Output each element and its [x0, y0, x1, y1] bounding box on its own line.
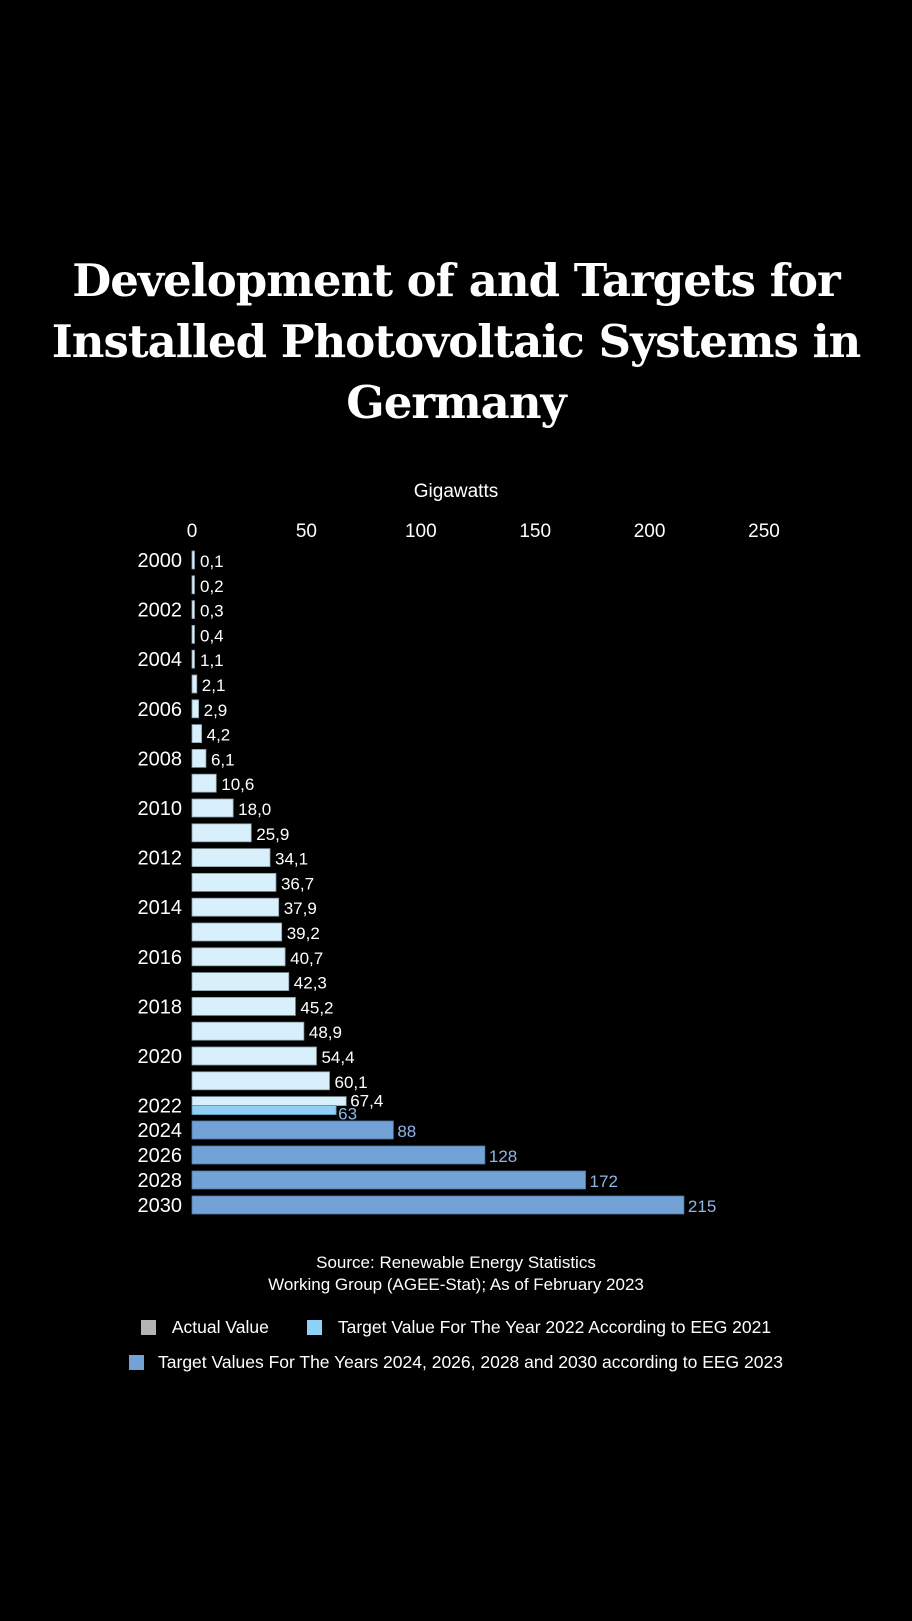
bar-actual	[191, 749, 207, 768]
data-label: 25,9	[256, 825, 289, 844]
legend-swatch-target-2022	[306, 1320, 322, 1335]
data-label: 39,2	[287, 924, 320, 943]
y-tick-label: 2028	[138, 1170, 183, 1192]
y-tick-label: 2004	[138, 649, 183, 671]
y-tick-label: 2000	[138, 550, 183, 572]
y-tick-label: 2018	[138, 996, 183, 1018]
x-tick-label: 50	[296, 521, 317, 542]
y-tick-label: 2030	[138, 1195, 183, 1217]
data-label: 1,1	[200, 651, 224, 670]
data-label: 48,9	[309, 1023, 342, 1042]
data-label: 63	[338, 1105, 357, 1124]
legend-swatch-targets-2030	[129, 1355, 145, 1370]
source-note: Source: Renewable Energy Statistics Work…	[0, 1252, 912, 1296]
y-tick-label: 2006	[138, 699, 183, 721]
source-line-2: Working Group (AGEE-Stat); As of Februar…	[268, 1275, 644, 1294]
bar-actual	[191, 972, 290, 991]
legend-row-1: Actual Value Target Value For The Year 2…	[0, 1317, 912, 1338]
legend-item-target-2022: Target Value For The Year 2022 According…	[306, 1317, 772, 1338]
y-tick-label: 2020	[138, 1046, 183, 1068]
bar-actual	[191, 1071, 330, 1091]
bar-actual	[191, 823, 252, 843]
bar-target	[191, 1170, 586, 1190]
x-tick-label: 250	[748, 521, 780, 542]
bar-actual	[191, 873, 277, 892]
x-tick-label: 150	[519, 521, 551, 542]
data-label: 172	[590, 1172, 618, 1191]
data-label: 34,1	[275, 850, 308, 869]
bar-target	[191, 1120, 394, 1140]
data-label: 0,4	[200, 626, 224, 645]
y-tick-label: 2026	[138, 1145, 183, 1167]
data-label: 0,1	[200, 552, 224, 571]
data-label: 60,1	[335, 1073, 368, 1092]
data-label: 45,2	[300, 998, 333, 1017]
y-tick-label: 2008	[138, 748, 183, 770]
data-label: 2,9	[204, 701, 228, 720]
bar-actual	[191, 848, 271, 867]
data-label: 40,7	[290, 949, 323, 968]
y-tick-label: 2002	[138, 600, 183, 622]
data-label: 0,3	[200, 602, 224, 621]
data-label: 42,3	[294, 974, 327, 993]
y-tick-label: 2012	[138, 848, 183, 870]
legend-item-actual: Actual Value	[140, 1317, 269, 1338]
data-label: 2,1	[202, 676, 226, 695]
x-axis-label: Gigawatts	[414, 481, 498, 502]
bar-actual	[191, 674, 198, 694]
bar-actual	[191, 600, 195, 619]
bar-actual	[191, 625, 195, 644]
x-tick-label: 200	[634, 521, 666, 542]
data-label: 36,7	[281, 874, 314, 893]
x-tick-label: 100	[405, 521, 437, 542]
data-label: 6,1	[211, 750, 235, 769]
bar-actual	[191, 897, 280, 917]
bar-actual	[191, 649, 195, 669]
bar-actual	[191, 1021, 305, 1041]
bar-actual	[191, 773, 217, 793]
bar-target	[191, 1195, 685, 1215]
legend-label: Target Value For The Year 2022 According…	[337, 1317, 772, 1337]
data-label: 10,6	[221, 775, 254, 794]
y-tick-label: 2010	[138, 798, 183, 820]
chart-title: Development of and Targets for Installed…	[51, 254, 862, 429]
bar-actual	[191, 1096, 347, 1106]
x-tick-label: 0	[187, 521, 198, 542]
bar-actual	[191, 575, 195, 595]
data-label: 0,2	[200, 577, 224, 596]
bar-actual	[191, 947, 286, 967]
bar-actual	[191, 699, 200, 719]
bar-actual	[191, 798, 234, 818]
y-tick-label: 2022	[138, 1096, 183, 1118]
legend-row-2: Target Values For The Years 2024, 2026, …	[0, 1352, 912, 1373]
data-label: 54,4	[321, 1048, 354, 1067]
data-label: 88	[397, 1122, 416, 1141]
legend-swatch-actual	[140, 1320, 156, 1335]
y-tick-label: 2016	[138, 947, 183, 969]
legend-label: Actual Value	[171, 1317, 269, 1337]
legend-item-targets-2030: Target Values For The Years 2024, 2026, …	[129, 1352, 783, 1373]
data-label: 4,2	[207, 726, 231, 745]
bar-actual	[191, 997, 296, 1016]
data-label: 37,9	[284, 899, 317, 918]
data-label: 215	[688, 1197, 716, 1216]
bar-actual	[191, 1046, 317, 1066]
legend-label: Target Values For The Years 2024, 2026, …	[158, 1352, 783, 1372]
bar-target-2022	[191, 1105, 337, 1115]
data-label: 67,4	[350, 1092, 383, 1111]
data-label: 128	[489, 1147, 517, 1166]
bar-target	[191, 1145, 486, 1165]
y-tick-label: 2024	[138, 1120, 183, 1142]
source-line-1: Source: Renewable Energy Statistics	[316, 1253, 596, 1272]
data-label: 18,0	[238, 800, 271, 819]
bar-actual	[191, 550, 195, 570]
bar-actual	[191, 922, 283, 942]
y-tick-label: 2014	[138, 897, 183, 919]
bar-actual	[191, 724, 203, 743]
